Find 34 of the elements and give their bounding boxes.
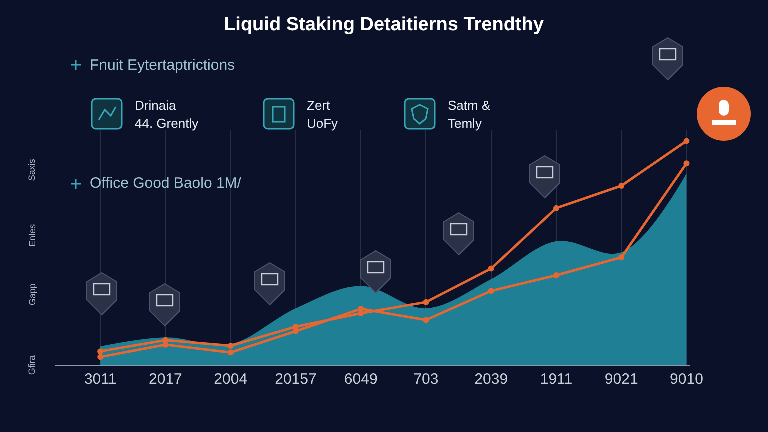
x-tick-label: 1911 <box>540 371 573 388</box>
x-tick-label: 2017 <box>149 371 182 388</box>
text: Drinaia 44. Grently <box>135 97 199 132</box>
point <box>98 354 104 360</box>
point <box>684 160 690 167</box>
x-tick-label: 703 <box>414 371 439 388</box>
point <box>618 182 625 189</box>
point <box>488 288 494 294</box>
x-tick-label: 3011 <box>84 371 117 388</box>
x-tick-label: 6049 <box>344 371 378 388</box>
text: Gfira <box>27 356 38 376</box>
x-tick-label: 9010 <box>670 371 704 388</box>
text: Saxis <box>27 158 38 182</box>
point <box>553 205 560 212</box>
x-tick-label: 2039 <box>474 371 508 388</box>
point <box>228 350 234 356</box>
point <box>423 317 430 324</box>
point <box>488 266 494 272</box>
point <box>618 254 625 261</box>
point <box>423 299 430 306</box>
text: Zert UoFy <box>307 97 338 132</box>
x-tick-label: 2004 <box>214 371 248 388</box>
text: Enles <box>27 224 38 247</box>
x-tick-label: 20157 <box>275 371 317 388</box>
text: Satm & Temly <box>448 97 491 132</box>
text: Gapp <box>28 284 38 306</box>
point <box>684 138 690 144</box>
chart-title: Liquid Staking Detaitierns Trendthy <box>224 14 544 36</box>
point <box>553 272 560 278</box>
point <box>228 342 234 349</box>
chart-subtitle: Fnuit Eytertaptrictions <box>90 57 236 74</box>
x-tick-label: 9021 <box>604 371 638 388</box>
point <box>98 348 104 355</box>
annotation: Office Good Baolo 1M/ <box>90 174 242 194</box>
